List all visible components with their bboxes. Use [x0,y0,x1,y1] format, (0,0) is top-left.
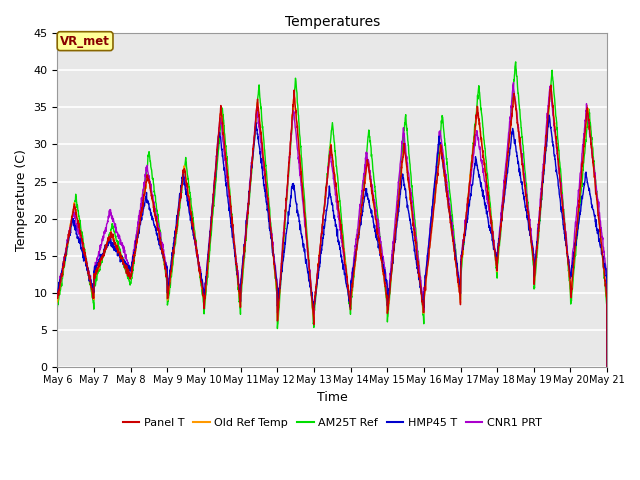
Y-axis label: Temperature (C): Temperature (C) [15,149,28,251]
Text: VR_met: VR_met [60,35,110,48]
Title: Temperatures: Temperatures [285,15,380,29]
X-axis label: Time: Time [317,391,348,404]
Legend: Panel T, Old Ref Temp, AM25T Ref, HMP45 T, CNR1 PRT: Panel T, Old Ref Temp, AM25T Ref, HMP45 … [118,413,547,432]
